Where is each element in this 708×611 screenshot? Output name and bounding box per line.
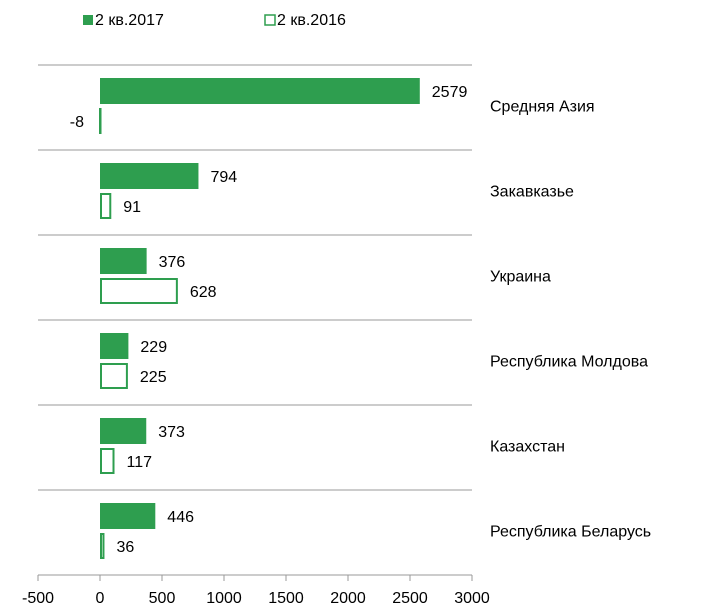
x-tick-label: -500 xyxy=(22,590,54,606)
bar xyxy=(100,248,147,274)
value-label: -8 xyxy=(70,114,84,131)
x-tick-label: 500 xyxy=(149,590,176,606)
value-label: 376 xyxy=(159,254,186,271)
legend-label: 2 кв.2017 xyxy=(95,12,164,29)
bar xyxy=(100,78,420,104)
bar xyxy=(100,418,147,444)
x-tick-label: 3000 xyxy=(454,590,490,606)
x-tick-label: 2500 xyxy=(392,590,428,606)
category-label: Республика Молдова xyxy=(490,354,648,371)
value-label: 794 xyxy=(210,169,237,186)
category-label: Средняя Азия xyxy=(490,99,595,116)
x-tick-label: 1500 xyxy=(268,590,304,606)
legend-swatch xyxy=(83,15,93,25)
bar xyxy=(100,363,128,389)
value-label: 2579 xyxy=(432,84,468,101)
value-label: 117 xyxy=(127,454,153,471)
category-label: Казахстан xyxy=(490,439,565,456)
bar xyxy=(100,278,178,304)
bar xyxy=(100,193,112,219)
legend-label: 2 кв.2016 xyxy=(277,12,346,29)
legend-swatch xyxy=(264,14,276,26)
value-label: 446 xyxy=(167,509,194,526)
bar xyxy=(100,333,129,359)
category-label: Украина xyxy=(490,269,551,286)
bar xyxy=(100,533,105,559)
bar xyxy=(99,108,102,134)
category-label: Закавказье xyxy=(490,184,574,201)
bar xyxy=(100,163,199,189)
bar xyxy=(100,448,115,474)
x-tick-label: 0 xyxy=(96,590,105,606)
x-tick-label: 1000 xyxy=(206,590,242,606)
value-label: 225 xyxy=(140,369,167,386)
value-label: 229 xyxy=(140,339,167,356)
category-label: Республика Беларусь xyxy=(490,524,651,541)
value-label: 91 xyxy=(123,199,141,216)
bar xyxy=(100,503,156,529)
value-label: 373 xyxy=(158,424,185,441)
value-label: 36 xyxy=(116,539,134,556)
value-label: 628 xyxy=(190,284,217,301)
x-tick-label: 2000 xyxy=(330,590,366,606)
